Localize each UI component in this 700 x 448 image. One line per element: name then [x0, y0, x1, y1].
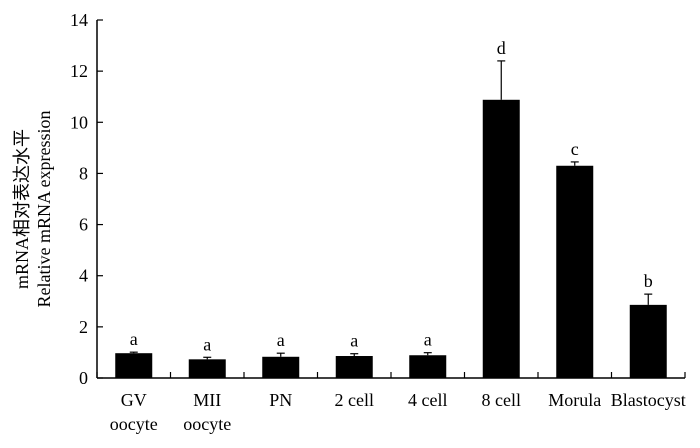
bars [115, 99, 667, 378]
y-tick-label: 12 [70, 61, 88, 81]
y-axis-label-line: mRNA相对表达水平 [12, 129, 32, 289]
y-tick-label: 6 [79, 215, 88, 235]
x-tick-labels: GV oocyte MII oocyte PN 2 cell 4 cell 8 cell Mor… [110, 390, 686, 434]
y-axis-label-line: Relative mRNA expression [34, 111, 54, 308]
bar [115, 353, 153, 378]
significance-letter: c [571, 139, 579, 159]
y-tick-label: 8 [79, 163, 88, 183]
x-tick-label: MII [193, 390, 221, 410]
significance-letter: a [130, 329, 138, 349]
bar [409, 355, 447, 378]
bar [188, 359, 226, 378]
significance-letter: d [497, 38, 506, 58]
bar [262, 356, 300, 378]
x-tick-label: 4 cell [408, 390, 447, 410]
y-tick-label: 2 [79, 317, 88, 337]
y-axis-label: mRNA相对表达水平 Relative mRNA expression [12, 111, 54, 308]
x-tick-label: oocyte [183, 414, 231, 434]
error-bars [129, 60, 653, 360]
bar [482, 99, 520, 378]
y-tick-label: 0 [79, 368, 88, 388]
significance-letter: a [424, 330, 432, 350]
x-tick-label: GV [121, 390, 147, 410]
axes [96, 19, 686, 379]
y-tick-labels: 0 2 4 6 8 10 12 14 [70, 10, 88, 388]
y-tick-label: 4 [79, 266, 88, 286]
significance-letter: a [277, 330, 285, 350]
x-tick-label: oocyte [110, 414, 158, 434]
y-tick-label: 10 [70, 112, 88, 132]
x-tick-label: 8 cell [482, 390, 521, 410]
x-tick-label: Morula [548, 390, 601, 410]
y-tick-label: 14 [70, 10, 88, 30]
bar [335, 356, 373, 378]
significance-letter: b [644, 271, 653, 291]
significance-letters: a a a a a d c b [130, 38, 653, 354]
x-tick-label: PN [269, 390, 292, 410]
significance-letter: a [203, 334, 211, 354]
bar [556, 165, 594, 378]
x-tick-label: 2 cell [335, 390, 374, 410]
x-tick-label: Blastocyst [611, 390, 686, 410]
bar [629, 304, 667, 378]
significance-letter: a [350, 331, 358, 351]
